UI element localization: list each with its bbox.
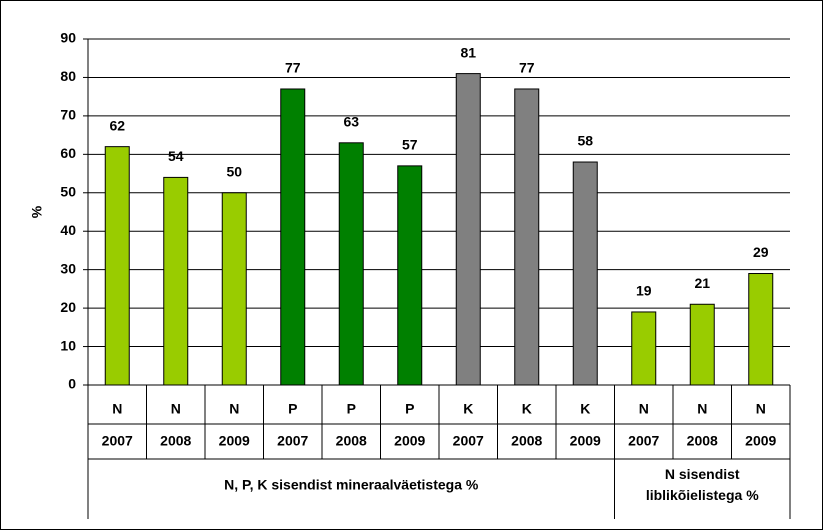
- x-tick-label: N: [697, 401, 707, 417]
- data-label: 62: [109, 117, 125, 133]
- x-tick-label: N: [639, 401, 649, 417]
- x-tick-label: 2008: [336, 433, 367, 449]
- x-tick-label: N: [756, 401, 766, 417]
- y-tick-label: 30: [60, 260, 76, 276]
- x-tick-label: 2007: [277, 433, 308, 449]
- data-label: 50: [226, 163, 242, 179]
- x-tick-label: 2008: [511, 433, 542, 449]
- data-label: 77: [285, 60, 301, 76]
- bar: [221, 192, 247, 386]
- x-tick-label: K: [522, 401, 532, 417]
- y-tick-label: 80: [60, 68, 76, 84]
- x-tick-label: P: [405, 401, 414, 417]
- x-tick-label: 2007: [102, 433, 133, 449]
- data-label: 21: [694, 275, 710, 291]
- y-tick-label: 70: [60, 107, 76, 123]
- x-tick-label: 2009: [570, 433, 601, 449]
- data-label: 77: [519, 60, 535, 76]
- group-label: liblikõielistega %: [646, 487, 759, 503]
- data-label: 63: [343, 114, 359, 130]
- y-axis-label: %: [29, 205, 45, 218]
- x-tick-label: P: [347, 401, 356, 417]
- bar: [397, 165, 423, 386]
- data-label: 19: [636, 283, 652, 299]
- bar: [514, 88, 540, 386]
- y-tick-label: 60: [60, 145, 76, 161]
- bar: [163, 176, 189, 386]
- x-tick-label: 2009: [219, 433, 250, 449]
- x-tick-label: N: [229, 401, 239, 417]
- x-tick-label: K: [463, 401, 473, 417]
- bar: [280, 88, 306, 386]
- x-tick-label: 2007: [453, 433, 484, 449]
- group-label: N sisendist: [665, 466, 740, 482]
- bar: [748, 273, 774, 386]
- x-tick-label: 2007: [628, 433, 659, 449]
- data-label: 29: [753, 244, 769, 260]
- y-tick-label: 10: [60, 337, 76, 353]
- x-tick-label: 2009: [745, 433, 776, 449]
- y-tick-label: 40: [60, 222, 76, 238]
- x-tick-label: K: [580, 401, 590, 417]
- data-label: 57: [402, 137, 418, 153]
- bar: [572, 161, 598, 386]
- group-label: N, P, K sisendist mineraalväetistega %: [224, 477, 479, 493]
- data-label: 81: [460, 44, 476, 60]
- bar: [338, 142, 364, 386]
- x-tick-label: N: [112, 401, 122, 417]
- y-tick-label: 20: [60, 299, 76, 315]
- bar: [104, 146, 130, 386]
- y-tick-label: 90: [60, 30, 76, 46]
- data-label: 54: [168, 148, 184, 164]
- y-tick-label: 50: [60, 183, 76, 199]
- x-tick-label: 2008: [160, 433, 191, 449]
- x-tick-label: 2008: [687, 433, 718, 449]
- x-tick-label: N: [171, 401, 181, 417]
- bar: [631, 311, 657, 386]
- data-label: 58: [577, 133, 593, 149]
- x-tick-label: P: [288, 401, 297, 417]
- bar: [455, 73, 481, 386]
- bar: [689, 303, 715, 386]
- y-tick-label: 0: [68, 376, 76, 392]
- x-tick-label: 2009: [394, 433, 425, 449]
